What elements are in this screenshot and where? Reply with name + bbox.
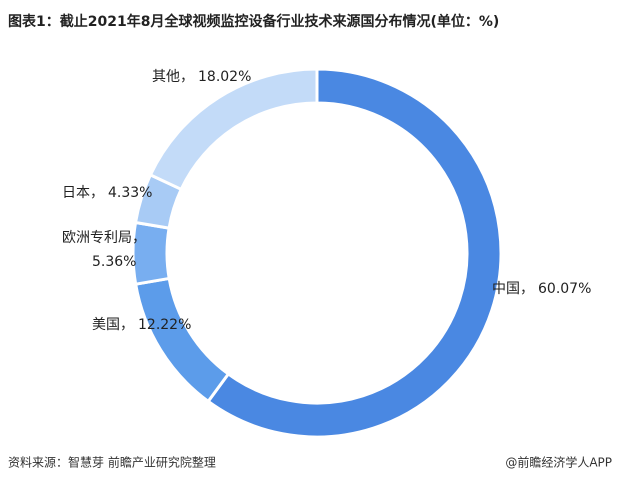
slice xyxy=(148,67,319,192)
value-label: 60.07% xyxy=(538,281,591,297)
slice xyxy=(133,276,231,404)
value-label: 5.36% xyxy=(92,254,136,270)
data-label: 日本， 4.33% xyxy=(62,185,152,201)
category-label: 中国 xyxy=(492,281,520,297)
category-label: 美国 xyxy=(92,317,120,333)
data-label: 其他， 18.02% xyxy=(152,69,251,85)
value-label: 12.22% xyxy=(138,317,191,333)
label-separator: ， xyxy=(180,69,194,85)
chart-title: 图表1：截止2021年8月全球视频监控设备行业技术来源国分布情况(单位：%) xyxy=(8,13,499,30)
category-label: 欧洲专利局 xyxy=(62,230,132,246)
value-label: 4.33% xyxy=(108,185,152,201)
category-label: 日本 xyxy=(62,185,90,201)
label-separator: ， xyxy=(90,185,104,201)
data-label: 欧洲专利局， 5.36% xyxy=(62,230,146,270)
credit: @前瞻经济学人APP xyxy=(505,455,612,470)
label-separator: ， xyxy=(520,281,534,297)
data-label: 中国， 60.07% xyxy=(492,281,591,297)
source: 资料来源：智慧芽 前瞻产业研究院整理 xyxy=(8,455,216,470)
data-label: 美国， 12.22% xyxy=(92,317,191,333)
label-separator: ， xyxy=(132,230,146,246)
slice xyxy=(206,67,503,439)
value-label: 18.02% xyxy=(198,69,251,85)
category-label: 其他 xyxy=(152,69,180,85)
label-separator: ， xyxy=(120,317,134,333)
